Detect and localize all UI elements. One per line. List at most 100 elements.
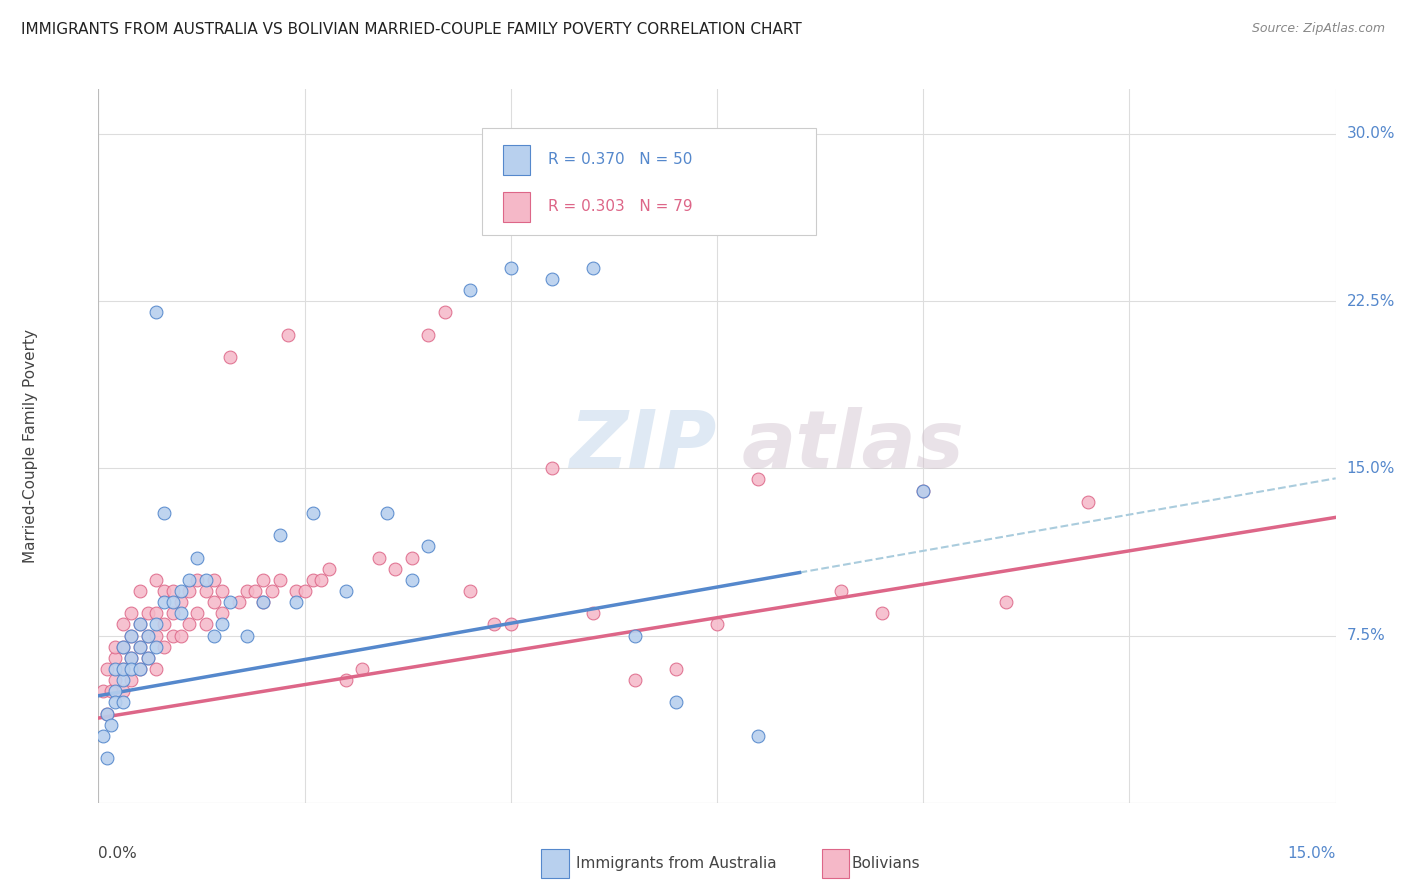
Point bbox=[120, 607, 142, 621]
Point bbox=[335, 673, 357, 687]
Point bbox=[994, 595, 1017, 609]
Point bbox=[112, 662, 135, 676]
Point bbox=[418, 539, 440, 553]
Bar bbox=[823, 849, 849, 878]
Point bbox=[252, 573, 274, 587]
Bar bbox=[503, 145, 530, 175]
Point bbox=[458, 583, 481, 598]
Point bbox=[170, 595, 193, 609]
Point bbox=[401, 550, 423, 565]
Point bbox=[120, 628, 142, 642]
Point bbox=[112, 673, 135, 687]
Point bbox=[219, 350, 242, 364]
Point bbox=[285, 595, 308, 609]
Point bbox=[145, 662, 167, 676]
Point bbox=[145, 640, 167, 654]
Point bbox=[112, 696, 135, 710]
Point bbox=[179, 583, 201, 598]
Point bbox=[302, 506, 325, 520]
Point bbox=[179, 617, 201, 632]
Bar bbox=[503, 192, 530, 222]
Point bbox=[104, 684, 127, 698]
Point bbox=[170, 607, 193, 621]
Point bbox=[112, 617, 135, 632]
Point bbox=[145, 573, 167, 587]
Point bbox=[401, 573, 423, 587]
Point bbox=[136, 607, 159, 621]
Point bbox=[136, 651, 159, 665]
Point bbox=[162, 595, 184, 609]
Point bbox=[202, 628, 225, 642]
Point bbox=[236, 628, 259, 642]
Text: R = 0.303   N = 79: R = 0.303 N = 79 bbox=[547, 200, 692, 214]
Point bbox=[104, 696, 127, 710]
Point bbox=[96, 706, 118, 721]
Point bbox=[582, 260, 605, 275]
Point bbox=[541, 271, 564, 285]
Point bbox=[243, 583, 266, 598]
Text: 22.5%: 22.5% bbox=[1347, 293, 1395, 309]
Text: 15.0%: 15.0% bbox=[1288, 846, 1336, 861]
Point bbox=[91, 729, 114, 743]
Point bbox=[228, 595, 250, 609]
Point bbox=[458, 283, 481, 297]
Point bbox=[335, 583, 357, 598]
Point bbox=[96, 751, 118, 765]
Point bbox=[294, 583, 316, 598]
Point bbox=[120, 662, 142, 676]
Point bbox=[136, 651, 159, 665]
Point bbox=[484, 617, 506, 632]
Text: R = 0.370   N = 50: R = 0.370 N = 50 bbox=[547, 153, 692, 168]
Point bbox=[260, 583, 283, 598]
Point bbox=[870, 607, 893, 621]
FancyBboxPatch shape bbox=[482, 128, 815, 235]
Point bbox=[112, 640, 135, 654]
Point bbox=[1077, 494, 1099, 508]
Point bbox=[236, 583, 259, 598]
Point bbox=[153, 640, 176, 654]
Point bbox=[153, 595, 176, 609]
Point bbox=[128, 640, 150, 654]
Point bbox=[145, 305, 167, 319]
Point bbox=[104, 673, 127, 687]
Point bbox=[211, 583, 233, 598]
Point bbox=[665, 662, 688, 676]
Point bbox=[112, 684, 135, 698]
Point bbox=[252, 595, 274, 609]
Point bbox=[112, 640, 135, 654]
Point bbox=[367, 550, 389, 565]
Point bbox=[252, 595, 274, 609]
Point bbox=[433, 305, 456, 319]
Point bbox=[136, 628, 159, 642]
Point bbox=[211, 607, 233, 621]
Point bbox=[128, 617, 150, 632]
Text: 7.5%: 7.5% bbox=[1347, 628, 1385, 643]
Point bbox=[211, 617, 233, 632]
Text: atlas: atlas bbox=[742, 407, 965, 485]
Point bbox=[318, 562, 340, 576]
Point bbox=[120, 628, 142, 642]
Text: 30.0%: 30.0% bbox=[1347, 127, 1395, 141]
Point bbox=[170, 628, 193, 642]
Text: IMMIGRANTS FROM AUSTRALIA VS BOLIVIAN MARRIED-COUPLE FAMILY POVERTY CORRELATION : IMMIGRANTS FROM AUSTRALIA VS BOLIVIAN MA… bbox=[21, 22, 801, 37]
Point bbox=[128, 617, 150, 632]
Point bbox=[145, 607, 167, 621]
Point bbox=[120, 651, 142, 665]
Text: 15.0%: 15.0% bbox=[1347, 461, 1395, 475]
Point bbox=[665, 696, 688, 710]
Point bbox=[91, 684, 114, 698]
Point bbox=[285, 583, 308, 598]
Point bbox=[623, 628, 645, 642]
Point bbox=[194, 617, 217, 632]
Point bbox=[186, 607, 208, 621]
Point bbox=[194, 573, 217, 587]
Point bbox=[384, 562, 406, 576]
Point bbox=[153, 617, 176, 632]
Point bbox=[277, 327, 299, 342]
Point bbox=[128, 583, 150, 598]
Point bbox=[128, 662, 150, 676]
Point bbox=[302, 573, 325, 587]
Text: Source: ZipAtlas.com: Source: ZipAtlas.com bbox=[1251, 22, 1385, 36]
Point bbox=[269, 528, 291, 542]
Point bbox=[162, 628, 184, 642]
